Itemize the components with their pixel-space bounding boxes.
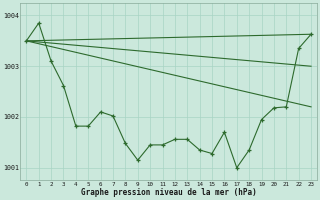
X-axis label: Graphe pression niveau de la mer (hPa): Graphe pression niveau de la mer (hPa) [81,188,257,197]
